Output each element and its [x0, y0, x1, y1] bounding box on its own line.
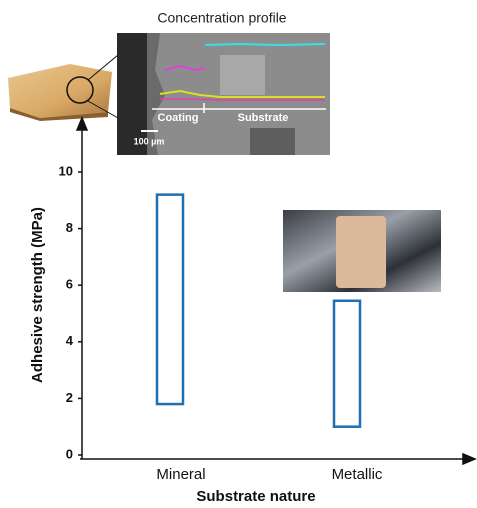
- metal-photo: [283, 210, 441, 292]
- range-bar: [157, 195, 183, 404]
- x-tick-label: Mineral: [156, 466, 205, 483]
- y-tick-label: 10: [59, 163, 73, 178]
- inset-label: Substrate: [238, 112, 289, 124]
- y-axis-label: Adhesive strength (MPa): [29, 207, 46, 383]
- x-axis-label: Substrate nature: [196, 488, 315, 505]
- y-tick-label: 4: [66, 333, 74, 348]
- chart: Concentration profile Coating Substrate …: [0, 0, 477, 508]
- y-tick-label: 0: [66, 446, 73, 461]
- scale-bar-label: 100 µm: [134, 136, 165, 146]
- y-tick-label: 8: [66, 220, 73, 235]
- inset-title: Concentration profile: [157, 10, 286, 26]
- y-tick-label: 2: [66, 390, 73, 405]
- tile-photo: [8, 55, 118, 121]
- range-bar: [334, 301, 360, 427]
- y-tick-label: 6: [66, 277, 73, 292]
- inset-label: Coating: [158, 112, 199, 124]
- x-tick-label: Metallic: [332, 466, 383, 483]
